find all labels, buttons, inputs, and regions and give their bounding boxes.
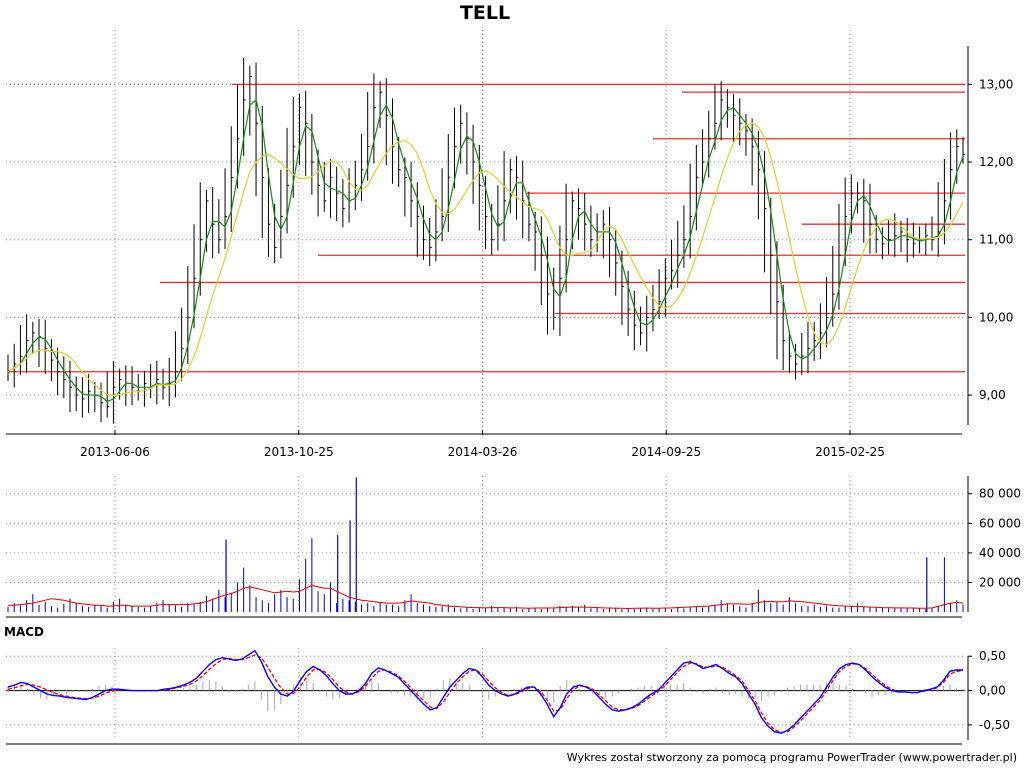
macd-signal-line <box>7 654 964 734</box>
price-x-tick-label: 2015-02-25 <box>815 445 885 459</box>
volume-y-tick-label: 40 000 <box>979 546 1021 560</box>
price-y-tick-label: 11,00 <box>979 233 1013 247</box>
price-x-tick-label: 2013-06-06 <box>80 445 150 459</box>
price-x-tick-label: 2014-09-25 <box>631 445 701 459</box>
macd-line <box>7 649 963 734</box>
price-y-tick-label: 13,00 <box>979 77 1013 91</box>
price-y-tick-label: 12,00 <box>979 155 1013 169</box>
macd-y-tick-label: 0,00 <box>979 684 1006 698</box>
price-x-tick-label: 2014-03-26 <box>448 445 518 459</box>
volume-y-tick-label: 80 000 <box>979 487 1021 501</box>
volume-y-tick-label: 20 000 <box>979 575 1021 589</box>
price-y-tick-label: 9,00 <box>979 388 1006 402</box>
volume-y-tick-label: 60 000 <box>979 516 1021 530</box>
long-moving-average-line <box>7 122 964 397</box>
volume-average-line <box>8 584 964 610</box>
volume-panel: 20 000 40 000 60 000 80 000 <box>6 476 1021 618</box>
macd-panel-label: MACD <box>4 625 44 639</box>
price-x-tick-label: 2013-10-25 <box>264 445 334 459</box>
macd-y-tick-label: 0,50 <box>979 649 1006 663</box>
short-moving-average-line <box>7 98 964 403</box>
macd-y-tick-label: -0,50 <box>979 718 1010 732</box>
price-y-tick-label: 10,00 <box>979 310 1013 324</box>
footer-credit: Wykres został stworzony za pomocą progra… <box>567 751 1017 764</box>
macd-panel: -0,50 0,00 0,50 <box>6 648 1010 745</box>
price-panel: 2013-06-06 2013-10-25 2014-03-26 2014-09-25… <box>6 30 1013 459</box>
chart-title: TELL <box>460 2 510 24</box>
